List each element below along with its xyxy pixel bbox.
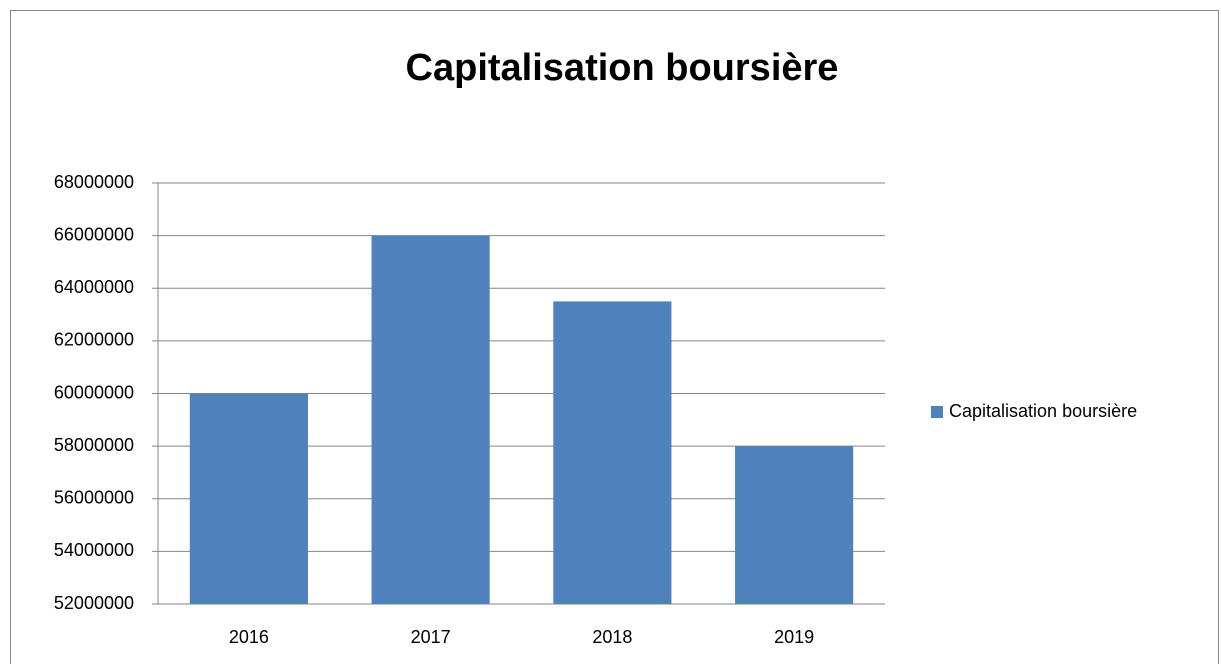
y-tick-label: 56000000 <box>54 488 134 508</box>
x-tick-label: 2019 <box>774 627 814 647</box>
x-tick-label: 2017 <box>411 627 451 647</box>
bar <box>735 446 854 604</box>
y-tick-label: 66000000 <box>54 224 134 244</box>
bar <box>371 235 490 604</box>
y-tick-label: 60000000 <box>54 382 134 402</box>
x-tick-label: 2018 <box>592 627 632 647</box>
chart-title: Capitalisation boursière <box>406 47 839 89</box>
legend-label: Capitalisation boursière <box>949 401 1137 421</box>
y-tick-label: 68000000 <box>54 172 134 192</box>
y-tick-label: 54000000 <box>54 540 134 560</box>
bar <box>553 301 672 604</box>
y-tick-label: 58000000 <box>54 435 134 455</box>
y-tick-label: 64000000 <box>54 277 134 297</box>
bar <box>189 393 308 604</box>
chart-border <box>10 10 1219 664</box>
y-tick-label: 52000000 <box>54 593 134 613</box>
y-tick-label: 62000000 <box>54 330 134 350</box>
x-tick-label: 2016 <box>229 627 269 647</box>
legend-swatch <box>931 406 943 418</box>
